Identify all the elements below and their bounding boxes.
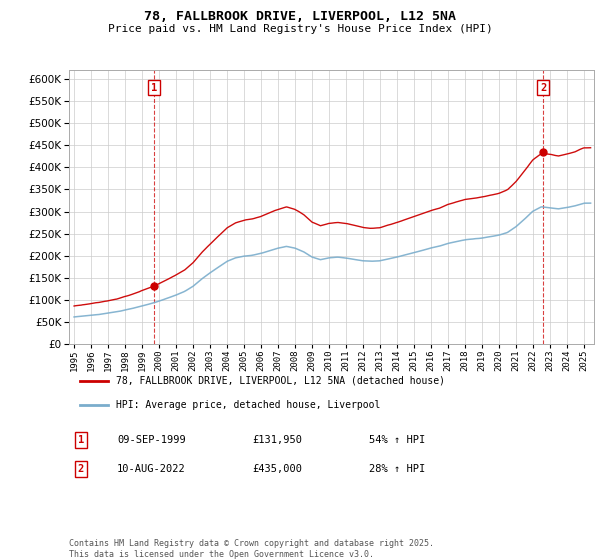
Text: 09-SEP-1999: 09-SEP-1999: [117, 435, 186, 445]
Text: 1: 1: [151, 83, 157, 93]
Text: HPI: Average price, detached house, Liverpool: HPI: Average price, detached house, Live…: [116, 400, 380, 409]
Text: 78, FALLBROOK DRIVE, LIVERPOOL, L12 5NA (detached house): 78, FALLBROOK DRIVE, LIVERPOOL, L12 5NA …: [116, 376, 445, 386]
Text: £435,000: £435,000: [252, 464, 302, 474]
Text: 2: 2: [540, 83, 547, 93]
Text: 78, FALLBROOK DRIVE, LIVERPOOL, L12 5NA: 78, FALLBROOK DRIVE, LIVERPOOL, L12 5NA: [144, 10, 456, 23]
Text: 10-AUG-2022: 10-AUG-2022: [117, 464, 186, 474]
Text: 1: 1: [78, 435, 84, 445]
Text: Price paid vs. HM Land Registry's House Price Index (HPI): Price paid vs. HM Land Registry's House …: [107, 24, 493, 34]
Text: 28% ↑ HPI: 28% ↑ HPI: [369, 464, 425, 474]
Text: Contains HM Land Registry data © Crown copyright and database right 2025.
This d: Contains HM Land Registry data © Crown c…: [69, 539, 434, 559]
Text: £131,950: £131,950: [252, 435, 302, 445]
Text: 2: 2: [78, 464, 84, 474]
Text: 54% ↑ HPI: 54% ↑ HPI: [369, 435, 425, 445]
